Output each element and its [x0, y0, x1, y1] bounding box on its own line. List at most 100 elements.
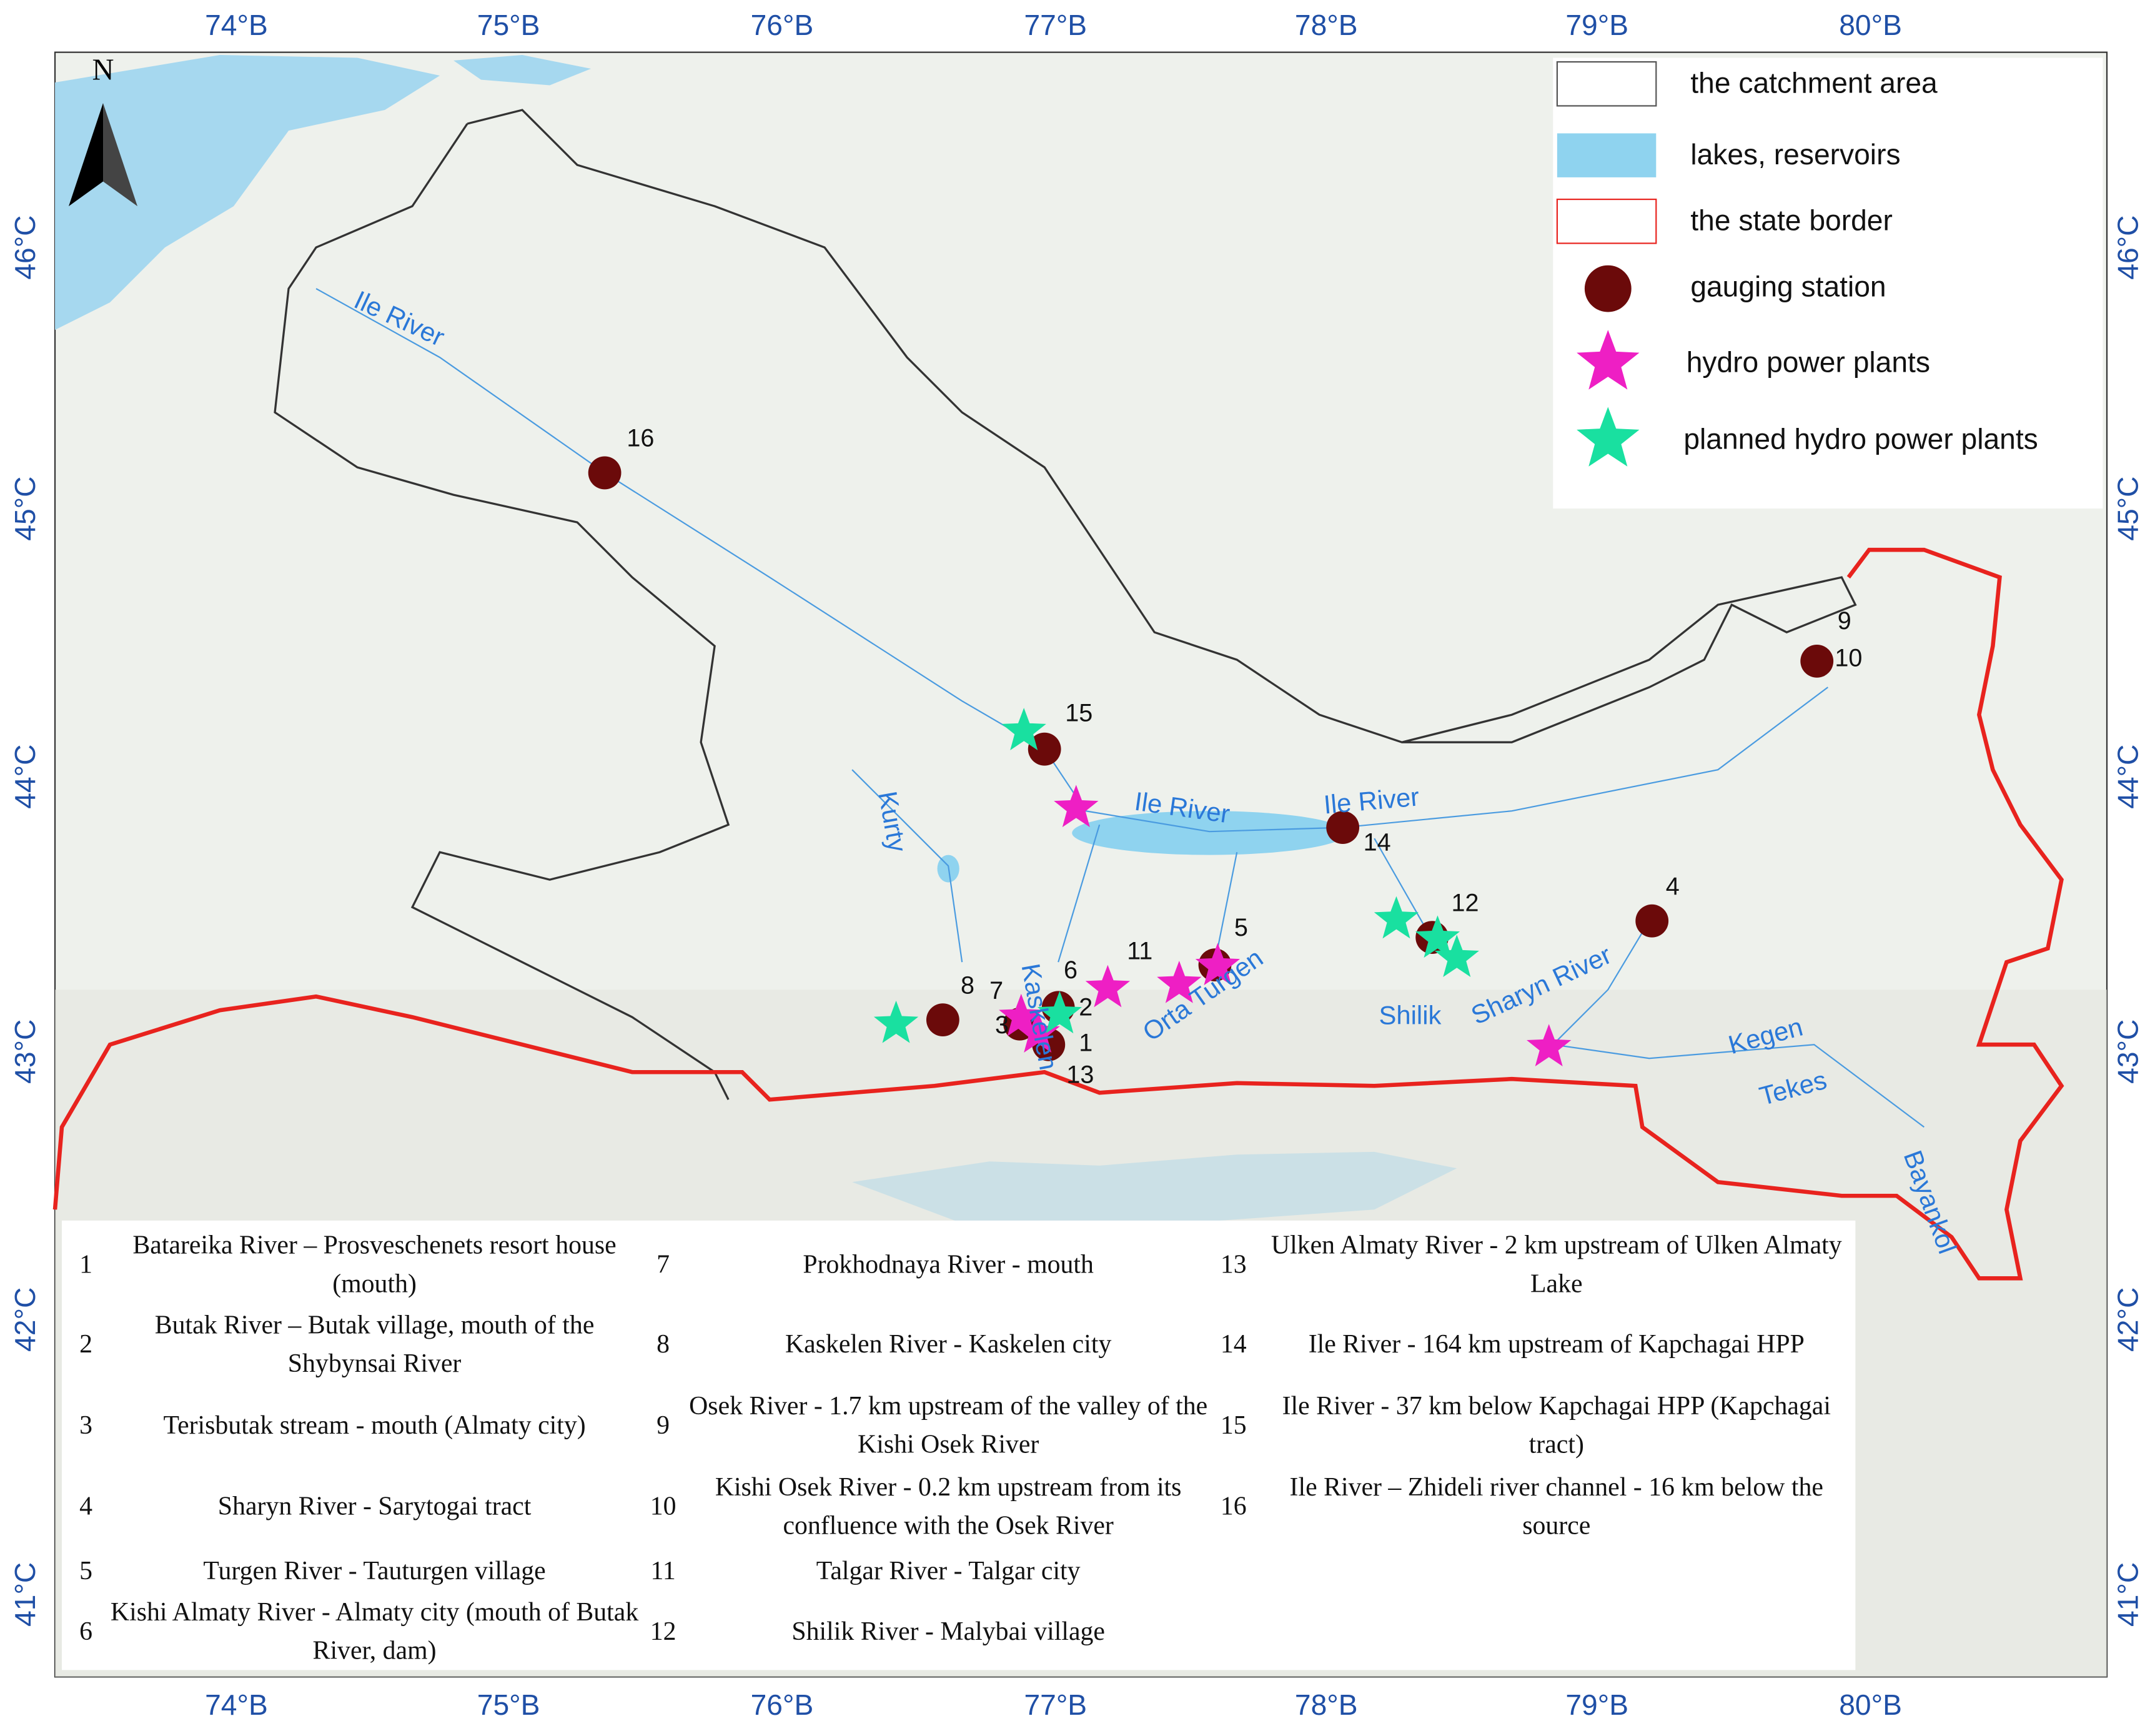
- table-description: Ulken Almaty River - 2 km upstream of Ul…: [1271, 1231, 1842, 1299]
- station-number: 3: [995, 1011, 1009, 1039]
- river-label: Shilik: [1379, 1000, 1442, 1029]
- lat-label-right: 43°C: [2112, 1019, 2144, 1084]
- table-description-cell: Kaskelen River - Kaskelen city: [785, 1331, 1112, 1360]
- lon-label-top: 80°B: [1839, 9, 1902, 41]
- lon-label-top: 75°B: [477, 9, 540, 41]
- gauging-station: [926, 1003, 959, 1037]
- table-number: 5: [79, 1557, 92, 1586]
- gauging-station: [1028, 732, 1061, 766]
- table-description: Prokhodnaya River - mouth: [803, 1250, 1094, 1279]
- station-number: 7: [989, 977, 1003, 1004]
- table-number: 3: [79, 1411, 92, 1441]
- lon-label-top: 79°B: [1565, 9, 1628, 41]
- station-number: 9: [1838, 607, 1851, 635]
- hydro-power-plant: [999, 993, 1044, 1036]
- table-number-cell: 2: [79, 1331, 92, 1360]
- station-number: 11: [1127, 937, 1152, 965]
- table-description-cell: Batareika River – Prosveschenets resort …: [132, 1231, 617, 1299]
- station-number: 6: [1064, 956, 1078, 984]
- table-number: 11: [650, 1557, 676, 1586]
- table-number: 9: [656, 1411, 670, 1441]
- table-number-cell: 4: [79, 1492, 92, 1522]
- table-number-cell: 16: [1220, 1492, 1247, 1522]
- legend-swatch-lakes: [1557, 133, 1657, 177]
- lon-label-bottom: 74°B: [205, 1689, 268, 1721]
- lat-label-left: 45°C: [9, 477, 41, 541]
- lat-label-right: 46°C: [2112, 215, 2144, 279]
- table-description: Sharyn River - Sarytogai tract: [217, 1492, 532, 1522]
- table-description: Kaskelen River - Kaskelen city: [785, 1331, 1112, 1360]
- table-description: Shilik River - Malybai village: [791, 1617, 1105, 1647]
- gauging-station: [1800, 644, 1834, 678]
- hydro-power-plant: [1527, 1024, 1572, 1066]
- lat-label-left: 43°C: [9, 1019, 41, 1084]
- station-number: 5: [1234, 914, 1248, 941]
- arrow-left: [69, 103, 104, 207]
- gauging-station: [588, 456, 622, 490]
- lon-label-top: 77°B: [1024, 9, 1087, 41]
- legend-swatch-station: [1584, 265, 1632, 312]
- table-description: Ile River - 37 km below Kapchagai HPP (K…: [1282, 1392, 1831, 1459]
- table-number-cell: 9: [656, 1411, 670, 1441]
- table-number-cell: 6: [79, 1617, 92, 1646]
- hydro-power-plant: [1054, 785, 1099, 828]
- table-number: 13: [1220, 1250, 1247, 1279]
- map-markers: [588, 456, 1834, 1066]
- lon-label-bottom: 78°B: [1295, 1689, 1358, 1721]
- legend-label: planned hydro power plants: [1683, 423, 2038, 455]
- table-number-cell: 3: [79, 1411, 92, 1441]
- table-description-cell: Ile River - 37 km below Kapchagai HPP (K…: [1282, 1392, 1831, 1459]
- lon-label-top: 74°B: [205, 9, 268, 41]
- legend-box: [1553, 57, 2103, 509]
- legend-label: the state border: [1690, 204, 1893, 237]
- lon-label-bottom: 75°B: [477, 1689, 540, 1721]
- station-table: 1 Batareika River – Prosveschenets resort…: [62, 1220, 1856, 1670]
- table-number: 7: [656, 1250, 670, 1279]
- station-number: 2: [1079, 993, 1092, 1021]
- table-number-cell: 15: [1221, 1411, 1247, 1440]
- labels: 74°B 74°B 75°B 75°B 76°B 76°B 77°B 77°B 78°B 78°B…: [9, 9, 2144, 1721]
- table-number: 2: [79, 1331, 92, 1360]
- lon-label-bottom: 76°B: [751, 1689, 814, 1721]
- table-description-cell: Shilik River - Malybai village: [791, 1617, 1105, 1647]
- lake-balkhash: [55, 55, 440, 330]
- table-description-cell: Kishi Osek River - 0.2 km upstream from …: [715, 1474, 1182, 1541]
- table-number: 16: [1220, 1492, 1247, 1522]
- rivers: [315, 288, 1925, 1128]
- table-number-cell: 14: [1221, 1331, 1247, 1359]
- table-number-cell: 11: [650, 1557, 676, 1586]
- planned-hydro-power-plant: [1434, 935, 1479, 977]
- legend-swatch-planned: [1577, 407, 1640, 467]
- legend-swatch-catchment: [1556, 61, 1657, 107]
- hydro-power-plant: [1157, 961, 1202, 1003]
- station-number: 13: [1066, 1061, 1094, 1088]
- table-number: 4: [79, 1492, 92, 1522]
- lat-label-left: 42°C: [9, 1287, 41, 1352]
- station-number: 12: [1451, 889, 1479, 916]
- lon-label-bottom: 77°B: [1024, 1689, 1087, 1721]
- lat-label-right: 41°C: [2112, 1562, 2144, 1627]
- planned-hydro-power-plant: [1374, 896, 1419, 939]
- table-description: Kishi Almaty River - Almaty city (mouth …: [110, 1598, 639, 1665]
- lat-label-right: 42°C: [2112, 1287, 2144, 1352]
- legend: the catchment area lakes, reservoirs the s…: [1553, 57, 2103, 509]
- station-number: 15: [1065, 700, 1092, 727]
- table-number-cell: 10: [650, 1493, 676, 1522]
- planned-hydro-power-plant: [1037, 991, 1082, 1034]
- station-number: 8: [961, 971, 974, 999]
- legend-label: lakes, reservoirs: [1690, 138, 1900, 171]
- table-description: Terisbutak stream - mouth (Almaty city): [163, 1411, 586, 1441]
- legend-swatch-border: [1556, 198, 1657, 244]
- table-description-cell: Ile River – Zhideli river channel - 16 k…: [1290, 1474, 1823, 1541]
- lon-label-bottom: 80°B: [1839, 1689, 1902, 1721]
- station-number: 16: [627, 425, 654, 452]
- station-number: 10: [1835, 645, 1862, 672]
- table-bg: [62, 1220, 1856, 1670]
- hydro-power-plant: [1085, 965, 1131, 1008]
- lon-label-top: 78°B: [1295, 9, 1358, 41]
- legend-label: gauging station: [1690, 270, 1886, 302]
- table-description-cell: Ulken Almaty River - 2 km upstream of Ul…: [1271, 1231, 1842, 1299]
- table-description-cell: Butak River – Butak village, mouth of th…: [155, 1312, 595, 1379]
- table-description: Batareika River – Prosveschenets resort …: [132, 1231, 617, 1299]
